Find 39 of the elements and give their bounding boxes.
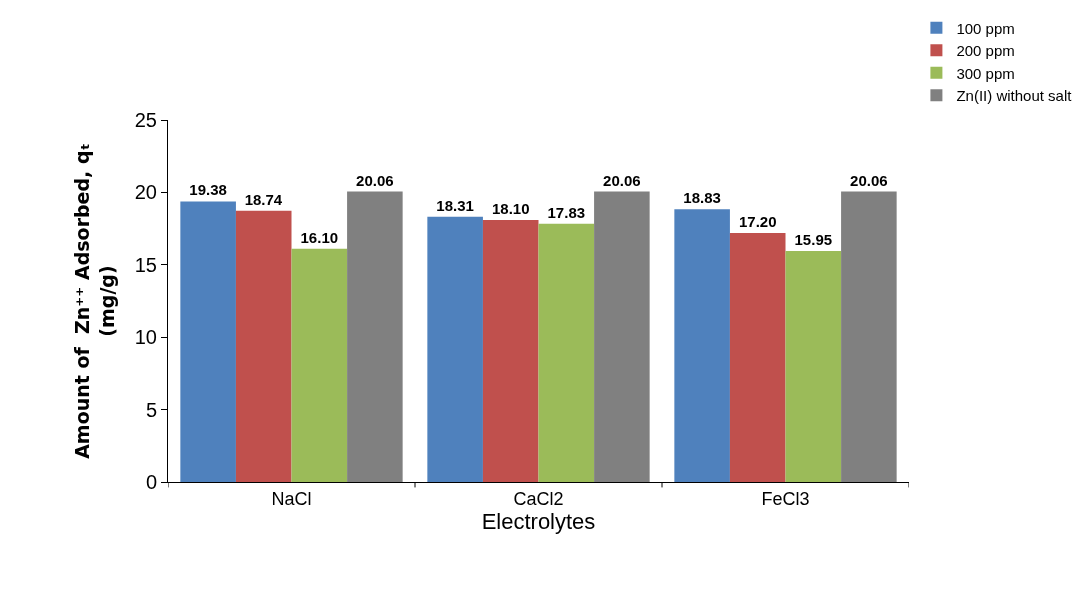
y-tick-label: 15: [134, 253, 157, 276]
bar: [235, 210, 292, 482]
y-axis-title: Amount of Zn⁺⁺ Adsorbed, qₜ (mg/g): [70, 143, 118, 459]
legend-label: 300 ppm: [956, 64, 1015, 82]
data-label: 20.06: [356, 171, 394, 189]
data-label: 15.95: [794, 231, 833, 249]
y-tick-label: 20: [134, 181, 157, 204]
bar: [482, 219, 539, 482]
x-tick-label: CaCl2: [513, 488, 564, 509]
data-label: 17.83: [547, 203, 586, 221]
data-label: 20.06: [850, 171, 888, 189]
y-tick-label: 5: [145, 398, 157, 421]
y-tick-label: 25: [134, 109, 157, 131]
bar: [594, 191, 650, 482]
data-label: 18.31: [436, 196, 474, 214]
bar: [729, 232, 786, 482]
data-label: 18.74: [244, 190, 283, 208]
x-axis-title: Electrolytes: [481, 508, 596, 534]
data-label: 20.06: [603, 171, 641, 189]
data-label: 17.20: [738, 212, 777, 230]
legend-label: 200 ppm: [956, 42, 1015, 59]
data-label: 19.38: [189, 181, 227, 199]
legend-label: 100 ppm: [956, 19, 1015, 37]
data-label: 18.10: [491, 199, 530, 217]
bar: [347, 191, 403, 482]
bar: [538, 223, 595, 482]
data-label: 16.10: [300, 228, 339, 246]
data-label: 18.83: [683, 189, 721, 207]
bar: [841, 191, 897, 482]
y-tick-label: 0: [145, 471, 157, 493]
bar: [180, 201, 236, 482]
bar: [427, 216, 483, 482]
legend-label: Zn(II) without salt: [956, 87, 1073, 104]
x-tick-label: FeCl3: [761, 488, 810, 509]
y-tick-label: 10: [134, 326, 157, 349]
bar: [291, 248, 348, 482]
bar: [785, 251, 842, 482]
bar: [674, 209, 730, 482]
x-tick-label: NaCl: [271, 488, 312, 509]
